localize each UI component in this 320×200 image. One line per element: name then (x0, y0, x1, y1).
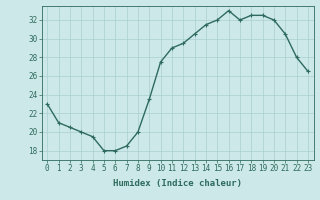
X-axis label: Humidex (Indice chaleur): Humidex (Indice chaleur) (113, 179, 242, 188)
